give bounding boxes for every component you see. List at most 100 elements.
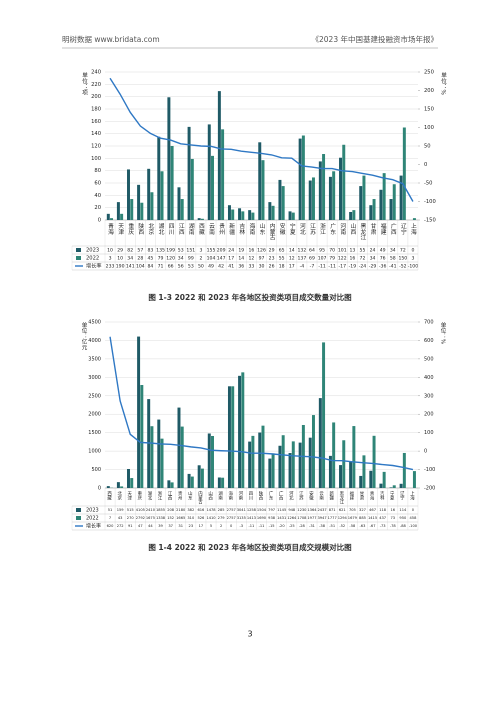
legend-label: 增长率 <box>86 523 101 530</box>
bar <box>187 473 191 488</box>
bar <box>157 419 161 488</box>
bar <box>402 452 406 488</box>
table-value: 66 <box>168 264 174 270</box>
table-value: 0 <box>230 524 233 528</box>
table-value: -100 <box>409 524 418 528</box>
table-value: 270 <box>127 516 135 520</box>
table-value: 45 <box>148 256 154 262</box>
bar <box>322 342 326 488</box>
bar <box>221 129 225 220</box>
bar <box>389 487 393 488</box>
table-value: 49 <box>208 264 214 270</box>
bar <box>349 461 353 488</box>
table-value: -51 <box>329 524 335 528</box>
table-value: 135 <box>156 248 165 254</box>
table-value: 1415 <box>368 516 377 520</box>
bar <box>278 445 282 488</box>
category-label: 天津 <box>117 223 124 236</box>
bar <box>379 189 383 220</box>
category-label: 湖南 <box>218 490 223 500</box>
table-value: 705 <box>349 508 356 512</box>
y2-tick-label: 0 <box>424 162 427 168</box>
table-value: 616 <box>197 508 205 512</box>
category-label: 山东 <box>187 490 192 500</box>
bar <box>399 483 403 488</box>
table-value: 72 <box>360 256 366 262</box>
table-value: 620 <box>107 524 115 528</box>
category-label: 湖北 <box>157 222 164 236</box>
bar <box>130 199 134 220</box>
bar <box>140 202 144 220</box>
bar <box>150 426 154 488</box>
category-label: 浙江 <box>319 222 326 236</box>
bar <box>200 218 204 220</box>
table-value: -41 <box>389 264 397 270</box>
y-tick-label: 3500 <box>88 356 101 362</box>
header-right: 《2023 年中国基建投融资市场年报》 <box>312 34 438 44</box>
table-value: 382 <box>187 508 194 512</box>
bar <box>311 415 315 488</box>
bar <box>339 157 343 220</box>
table-value: 155 <box>207 248 216 254</box>
bar <box>372 435 376 488</box>
table-value: -11 <box>248 524 254 528</box>
y2-tick-label: 150 <box>424 107 434 113</box>
category-label: 陕西 <box>137 222 144 236</box>
bar <box>190 476 194 488</box>
table-value: 34 <box>370 256 376 262</box>
table-value: 159 <box>117 508 125 512</box>
table-value: 84 <box>148 264 154 270</box>
table-value: 104 <box>207 256 216 262</box>
table-value: 2410 <box>146 508 156 512</box>
bar <box>352 210 356 220</box>
table-value: -29 <box>369 264 377 270</box>
bar <box>342 144 346 220</box>
table-value: -25 <box>289 524 295 528</box>
category-label: 江苏 <box>298 490 303 501</box>
bar <box>120 486 124 488</box>
table-value: -11 <box>328 264 336 270</box>
bar <box>402 127 406 220</box>
bar <box>180 199 184 220</box>
bar <box>352 426 356 488</box>
table-value: -7 <box>310 264 315 270</box>
bar <box>180 426 184 488</box>
bar <box>379 483 383 488</box>
bar <box>241 372 245 488</box>
bar <box>399 175 403 220</box>
table-value: 82 <box>127 248 133 254</box>
bar <box>207 124 211 220</box>
y2-tick-label: -100 <box>424 467 435 473</box>
category-label: 黑龙江 <box>359 223 366 242</box>
y-tick-label: 1500 <box>88 430 101 436</box>
table-value: 1431 <box>277 516 286 520</box>
table-value: 7 <box>109 516 111 520</box>
category-label: 西藏 <box>197 223 204 236</box>
table-value: 12 <box>289 256 295 262</box>
table-value: 101 <box>338 248 347 254</box>
legend-label: 增长率 <box>86 262 102 270</box>
category-label: 重庆 <box>127 222 134 236</box>
bar <box>127 169 130 220</box>
bar <box>278 179 282 220</box>
category-label: 北京 <box>117 490 122 501</box>
table-value: 1690 <box>257 516 267 520</box>
bar <box>170 482 174 488</box>
table-value: 73 <box>390 516 395 520</box>
category-label: 山东 <box>258 222 265 235</box>
category-label: 天津 <box>127 491 132 501</box>
table-value: 24 <box>228 248 234 254</box>
table-value: 16 <box>248 248 254 254</box>
table-value: -58 <box>349 524 356 528</box>
bar <box>187 126 191 220</box>
category-label: 江苏 <box>308 223 315 236</box>
table-value: 1258 <box>247 508 257 512</box>
table-value: 65 <box>279 248 285 254</box>
category-label: 云南 <box>208 223 215 235</box>
category-label: 广西 <box>278 490 283 501</box>
table-value: 458 <box>410 516 418 520</box>
bar <box>157 136 161 220</box>
y2-tick-label: 700 <box>424 320 434 326</box>
table-value: 1977 <box>307 516 316 520</box>
bar <box>227 205 231 220</box>
